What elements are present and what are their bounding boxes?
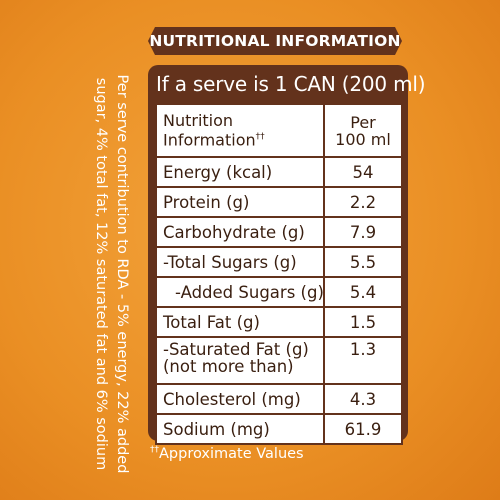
nutrient-value: 5.4 [323, 276, 403, 308]
rda-note-line-1: Per serve contribution to RDA - 5% energ… [114, 74, 130, 474]
rda-contribution-note: Per serve contribution to RDA - 5% energ… [88, 68, 132, 480]
footnote-text: Approximate Values [159, 445, 304, 462]
table-row: Cholesterol (mg) 4.3 [155, 383, 403, 415]
table-row: Protein (g) 2.2 [155, 186, 403, 218]
footnote-dagger-mark: †† [150, 445, 159, 455]
header-100ml-word: 100 ml [335, 129, 391, 149]
nutrient-name: Cholesterol (mg) [155, 383, 325, 415]
header-information-word: Information [163, 130, 256, 150]
header-nutrition-word: Nutrition [163, 111, 234, 131]
nutrient-value: 1.3 [323, 336, 403, 385]
nutrition-table: Nutrition Information†† Per 100 ml Energ… [155, 103, 403, 445]
rda-note-line-2: sugar, 4% total fat, 12% saturated fat a… [93, 77, 109, 471]
approximate-values-footnote: ††Approximate Values [150, 445, 304, 462]
nutrient-name: -Total Sugars (g) [155, 246, 325, 278]
table-header-row: Nutrition Information†† Per 100 ml [155, 103, 403, 158]
nutrition-panel: If a serve is 1 CAN (200 ml) Nutrition I… [148, 65, 426, 445]
nutrient-name: -Saturated Fat (g) (not more than) [155, 336, 325, 385]
nutrient-name-line-2: (not more than) [163, 357, 294, 376]
table-row: Carbohydrate (g) 7.9 [155, 216, 403, 248]
table-row: Energy (kcal) 54 [155, 156, 403, 188]
nutrient-name: Protein (g) [155, 186, 325, 218]
column-header-nutrition: Nutrition Information†† [155, 103, 325, 158]
table-row: Sodium (mg) 61.9 [155, 413, 403, 445]
table-row: -Added Sugars (g) 5.4 [155, 276, 403, 308]
nutrient-value: 1.5 [323, 306, 403, 338]
nutrient-name: Energy (kcal) [155, 156, 325, 188]
nutrient-value: 61.9 [323, 413, 403, 445]
table-row: -Saturated Fat (g) (not more than) 1.3 [155, 336, 403, 385]
nutrient-name-line-1: -Saturated Fat (g) [163, 340, 309, 359]
serve-size-header: If a serve is 1 CAN (200 ml) [156, 72, 426, 96]
nutrient-name: -Added Sugars (g) [155, 276, 325, 308]
table-row: Total Fat (g) 1.5 [155, 306, 403, 338]
header-dagger-mark: †† [255, 132, 265, 143]
table-row: -Total Sugars (g) 5.5 [155, 246, 403, 278]
nutrient-name: Carbohydrate (g) [155, 216, 325, 248]
nutrient-value: 5.5 [323, 246, 403, 278]
nutrient-value: 54 [323, 156, 403, 188]
nutrient-value: 7.9 [323, 216, 403, 248]
nutrient-value: 4.3 [323, 383, 403, 415]
nutrient-name: Total Fat (g) [155, 306, 325, 338]
header-per-word: Per [350, 112, 376, 132]
column-header-per-100ml: Per 100 ml [323, 103, 403, 158]
nutrient-value: 2.2 [323, 186, 403, 218]
nutrient-name: Sodium (mg) [155, 413, 325, 445]
nutritional-information-banner: NUTRITIONAL INFORMATION [148, 27, 402, 55]
